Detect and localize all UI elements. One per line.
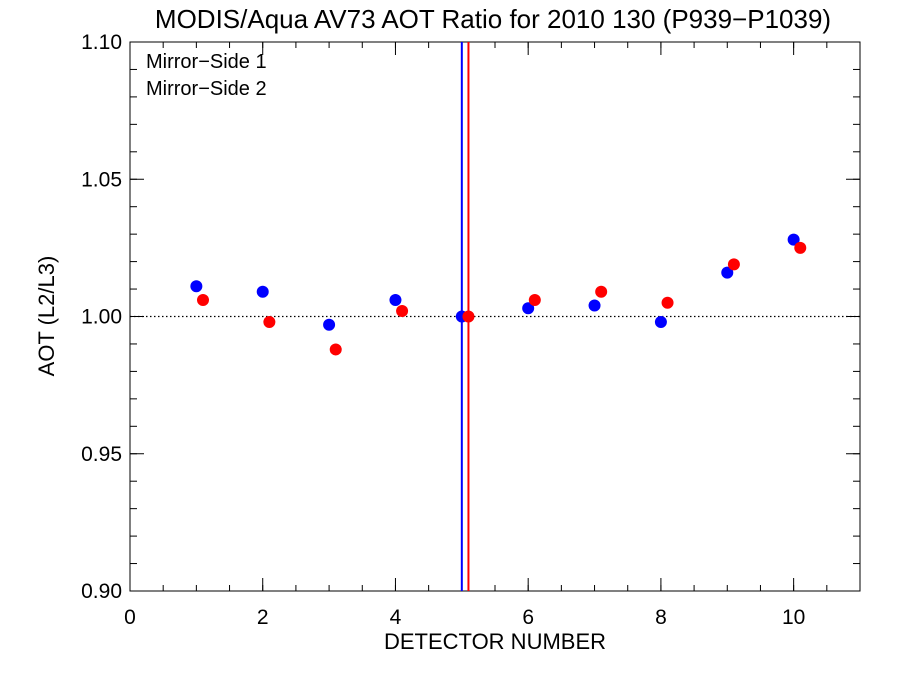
x-tick-label: 0 (124, 606, 136, 629)
point-mirror-side-2 (197, 294, 209, 307)
legend-entry-mirror-side-2: Mirror−Side 2 (146, 78, 267, 100)
point-mirror-side-1 (190, 280, 203, 293)
x-tick-label: 10 (782, 606, 805, 629)
y-tick-label: 1.05 (81, 168, 122, 191)
point-mirror-side-2 (661, 296, 674, 309)
chart-title: MODIS/Aqua AV73 AOT Ratio for 2010 130 (… (155, 4, 831, 34)
x-axis-label: DETECTOR NUMBER (384, 629, 606, 654)
point-mirror-side-1 (256, 285, 269, 298)
x-tick-label: 4 (390, 606, 402, 629)
legend: Mirror−Side 1 Mirror−Side 2 (146, 51, 267, 100)
point-mirror-side-2 (329, 343, 342, 356)
tick-labels: 0 2 4 6 8 10 0.90 0.95 1.00 1.05 1.10 (81, 31, 805, 629)
point-mirror-side-1 (654, 315, 667, 328)
x-tick-label: 2 (257, 606, 269, 629)
point-mirror-side-2 (727, 258, 740, 271)
y-axis-label: AOT (L2/L3) (34, 256, 59, 377)
major-ticks (129, 41, 860, 592)
point-mirror-side-2 (528, 294, 541, 307)
x-tick-label: 8 (655, 606, 667, 629)
y-tick-label: 0.95 (81, 443, 122, 466)
point-mirror-side-2 (396, 305, 409, 318)
point-mirror-side-1 (787, 233, 800, 246)
plot-area: 0 2 4 6 8 10 0.90 0.95 1.00 1.05 1.10 (81, 31, 861, 629)
y-tick-label: 1.00 (81, 306, 122, 329)
y-tick-label: 0.90 (81, 580, 122, 603)
point-mirror-side-1 (522, 302, 535, 315)
point-mirror-side-1 (389, 294, 402, 307)
point-mirror-side-2 (263, 315, 276, 328)
point-mirror-side-2 (462, 310, 475, 323)
data-points (190, 233, 807, 356)
legend-entry-mirror-side-1: Mirror−Side 1 (146, 51, 267, 73)
y-tick-label: 1.10 (81, 31, 122, 54)
point-mirror-side-1 (721, 266, 734, 279)
point-mirror-side-2 (595, 285, 608, 298)
x-tick-label: 6 (522, 606, 534, 629)
point-mirror-side-1 (323, 318, 336, 331)
point-mirror-side-2 (794, 241, 807, 254)
point-mirror-side-1 (588, 299, 601, 312)
